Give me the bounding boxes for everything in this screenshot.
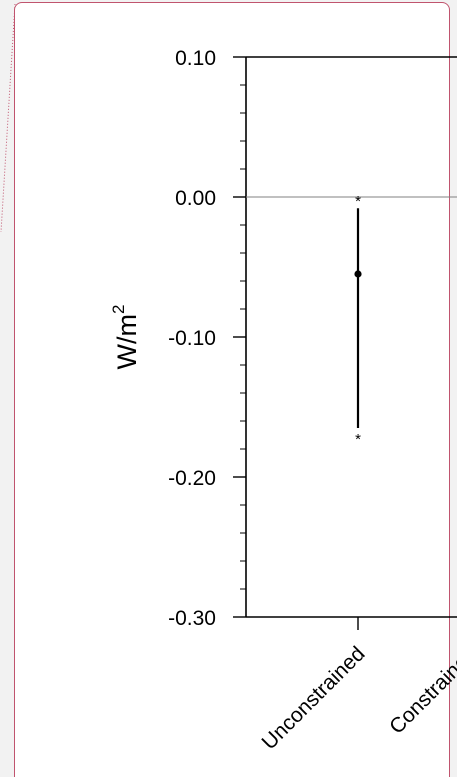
- dotted-connector-line: [0, 3, 16, 233]
- y-tick-label: -0.10: [168, 327, 216, 350]
- x-category-label: Unconstrained: [258, 642, 370, 754]
- data-marks: **: [354, 193, 362, 448]
- x-category-label: Constrained: [385, 642, 457, 738]
- y-axis-label: W/m2: [109, 305, 142, 370]
- y-axis-label-superscript: 2: [109, 305, 128, 314]
- y-tick-label: -0.30: [168, 607, 216, 630]
- extreme-min-marker: *: [355, 431, 361, 448]
- y-tick-label: 0.00: [175, 187, 216, 210]
- axes: [245, 56, 457, 618]
- mean-point: [354, 270, 362, 278]
- y-tick-label: 0.10: [175, 47, 216, 70]
- y-axis-ticks: [233, 56, 359, 630]
- extreme-max-marker: *: [355, 193, 361, 210]
- axis-labels: 0.10 0.00 -0.10 -0.20 -0.30 W/m2 Unconstrained…: [109, 47, 457, 754]
- y-axis-label-base: W/m: [112, 314, 142, 369]
- figure-card: [14, 2, 450, 777]
- y-tick-label: -0.20: [168, 467, 216, 490]
